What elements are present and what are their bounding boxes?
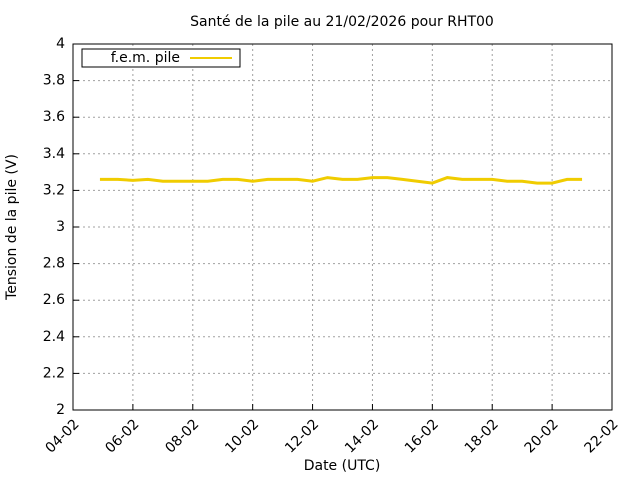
y-tick-label: 3 xyxy=(56,219,65,235)
y-tick-label: 3.8 xyxy=(43,73,65,89)
chart-title: Santé de la pile au 21/02/2026 pour RHT0… xyxy=(190,14,494,30)
x-tick-label: 14-02 xyxy=(342,416,382,456)
x-axis-label: Date (UTC) xyxy=(304,458,381,474)
x-tick-label: 12-02 xyxy=(282,416,322,456)
y-tick-label: 3.6 xyxy=(43,109,65,125)
x-tick-label: 18-02 xyxy=(462,416,502,456)
x-tick-label: 08-02 xyxy=(162,416,202,456)
y-tick-label: 4 xyxy=(56,36,65,52)
data-line xyxy=(99,176,583,185)
legend-label: f.e.m. pile xyxy=(111,50,180,66)
x-tick-label: 22-02 xyxy=(582,416,622,456)
y-tick-label: 3.2 xyxy=(43,182,65,198)
x-tick-label: 16-02 xyxy=(402,416,442,456)
plot-frame xyxy=(72,43,613,411)
y-tick-label: 3.4 xyxy=(43,146,65,162)
y-tick-label: 2.2 xyxy=(43,365,65,381)
y-axis-label: Tension de la pile (V) xyxy=(4,154,20,301)
x-tick-label: 10-02 xyxy=(222,416,262,456)
x-tick-label: 04-02 xyxy=(43,416,83,456)
y-tick-label: 2.8 xyxy=(43,256,65,272)
x-tick-label: 06-02 xyxy=(102,416,142,456)
y-tick-label: 2 xyxy=(56,402,65,418)
y-tick-label: 2.6 xyxy=(43,292,65,308)
legend-box xyxy=(81,48,241,68)
y-tick-label: 2.4 xyxy=(43,329,65,345)
x-tick-label: 20-02 xyxy=(522,416,562,456)
